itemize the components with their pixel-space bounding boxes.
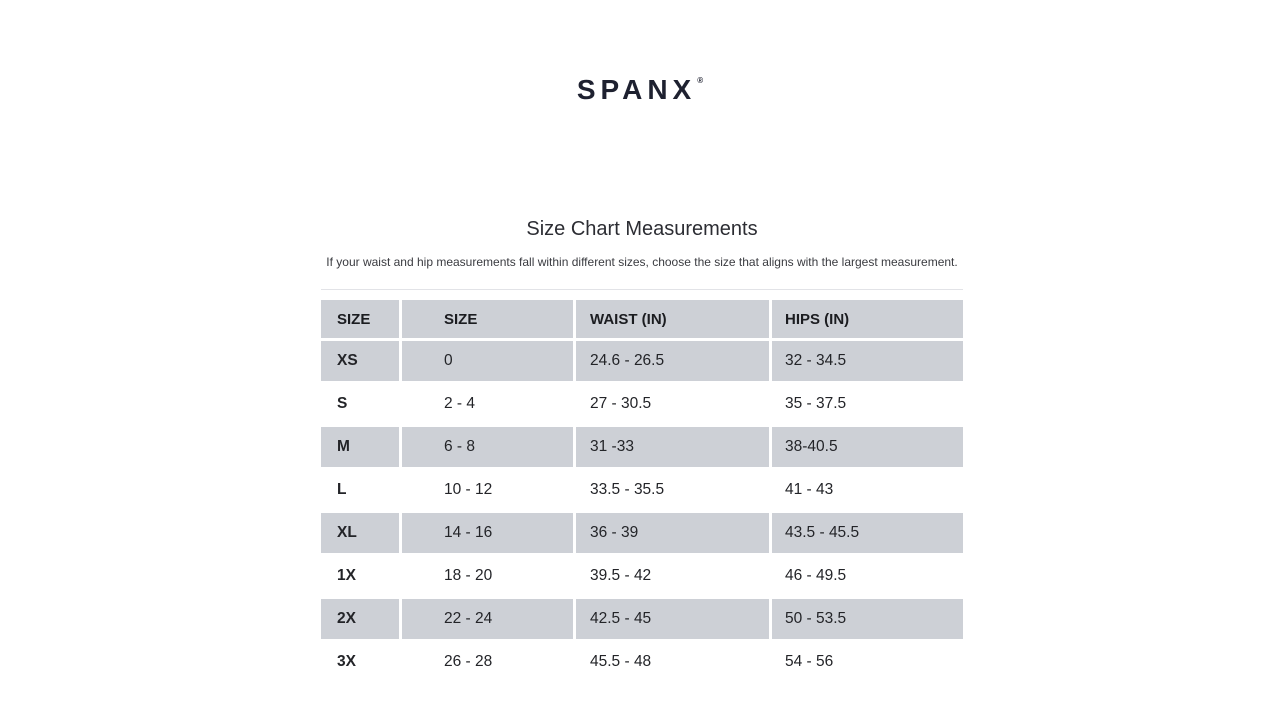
size-label-cell: 1X	[337, 567, 356, 584]
waist-cell: 27 - 30.5	[590, 395, 652, 412]
size-range-cell: 14 - 16	[402, 513, 573, 553]
size-chart-table: SIZE SIZE WAIST (IN) HIPS (IN) XS 0 24.6 -…	[321, 300, 963, 682]
size-range-cell: 10 - 12	[444, 481, 493, 498]
size-label-cell: XL	[321, 513, 399, 553]
table-row: XL 14 - 16 36 - 39 43.5 - 45.5	[321, 513, 963, 553]
table-row: XS 0 24.6 - 26.5 32 - 34.5	[321, 341, 963, 381]
size-range-cell: 6 - 8	[402, 427, 573, 467]
waist-cell: 24.6 - 26.5	[576, 341, 769, 381]
table-row: L 10 - 12 33.5 - 35.5 41 - 43	[321, 470, 963, 510]
table-row: 2X 22 - 24 42.5 - 45 50 - 53.5	[321, 599, 963, 639]
size-label-cell: 2X	[321, 599, 399, 639]
registered-trademark-mark: ®	[697, 76, 704, 85]
waist-cell: 31 -33	[576, 427, 769, 467]
waist-cell: 42.5 - 45	[576, 599, 769, 639]
size-label-cell: L	[337, 481, 347, 498]
header-cell-size-range: SIZE	[402, 300, 573, 338]
hips-cell: 38-40.5	[772, 427, 963, 467]
hips-cell: 35 - 37.5	[785, 395, 847, 412]
spanx-logo-text: SPANX	[576, 74, 697, 105]
waist-cell: 33.5 - 35.5	[590, 481, 665, 498]
header-cell-hips: HIPS (IN)	[772, 300, 963, 338]
table-top-divider	[321, 289, 963, 290]
header-cell-size: SIZE	[321, 300, 399, 338]
table-row: 1X 18 - 20 39.5 - 42 46 - 49.5	[321, 556, 963, 596]
size-range-cell: 2 - 4	[444, 395, 476, 412]
spanx-logo: SPANX®	[0, 66, 1280, 105]
size-range-cell: 0	[402, 341, 573, 381]
size-label-cell: M	[321, 427, 399, 467]
hips-cell: 43.5 - 45.5	[772, 513, 963, 553]
waist-cell: 45.5 - 48	[590, 653, 652, 670]
header-cell-waist: WAIST (IN)	[576, 300, 769, 338]
hips-cell: 32 - 34.5	[772, 341, 963, 381]
hips-cell: 50 - 53.5	[772, 599, 963, 639]
size-range-cell: 18 - 20	[444, 567, 493, 584]
table-row: S 2 - 4 27 - 30.5 35 - 37.5	[321, 384, 963, 424]
size-label-cell: 3X	[337, 653, 356, 670]
hips-cell: 54 - 56	[785, 653, 834, 670]
size-label-cell: S	[337, 395, 348, 412]
hips-cell: 41 - 43	[785, 481, 834, 498]
size-range-cell: 26 - 28	[444, 653, 493, 670]
table-row: 3X 26 - 28 45.5 - 48 54 - 56	[321, 642, 963, 682]
page-subtitle: If your waist and hip measurements fall …	[326, 255, 958, 269]
table-header-row: SIZE SIZE WAIST (IN) HIPS (IN)	[321, 300, 963, 338]
waist-cell: 36 - 39	[576, 513, 769, 553]
hips-cell: 46 - 49.5	[785, 567, 847, 584]
page-title: Size Chart Measurements	[526, 218, 758, 240]
size-label-cell: XS	[321, 341, 399, 381]
size-range-cell: 22 - 24	[402, 599, 573, 639]
waist-cell: 39.5 - 42	[590, 567, 652, 584]
